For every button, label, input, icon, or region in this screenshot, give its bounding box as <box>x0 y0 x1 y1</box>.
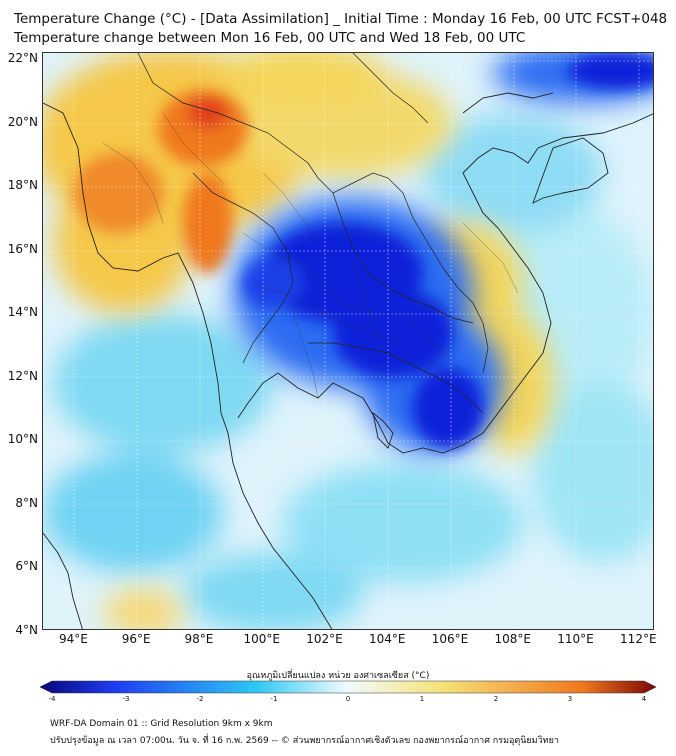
colorbar-tick: -1 <box>270 695 278 703</box>
colorbar-tick: -4 <box>48 695 56 703</box>
lat-label: 6°N <box>15 559 38 574</box>
lon-label: 110°E <box>557 632 594 646</box>
lon-label: 104°E <box>368 632 406 646</box>
colorbar-scale <box>40 680 656 694</box>
field-coldest-patches <box>243 53 653 448</box>
country-borders <box>137 53 489 414</box>
lon-label: 108°E <box>494 632 532 646</box>
lat-label: 12°N <box>7 368 38 383</box>
colorbar-tick: 3 <box>567 695 573 703</box>
lat-label: 14°N <box>7 305 38 320</box>
field-hot-patches <box>73 90 248 273</box>
colorbar-tick: -3 <box>122 695 130 703</box>
colorbar-tick: 4 <box>641 695 647 703</box>
lon-label: 98°E <box>184 632 214 646</box>
lon-label: 100°E <box>243 632 280 646</box>
map-panel <box>42 52 654 630</box>
province-borders <box>102 112 519 399</box>
lon-label: 102°E <box>306 632 343 646</box>
colorbar <box>40 680 656 694</box>
lat-label: 8°N <box>15 495 38 510</box>
footer-model-info: WRF-DA Domain 01 :: Grid Resolution 9km … <box>50 719 273 729</box>
lon-label: 96°E <box>121 632 151 646</box>
chart-title: Temperature Change (°C) - [Data Assimila… <box>14 11 668 27</box>
lat-label: 4°N <box>15 623 38 637</box>
colorbar-tick: 2 <box>493 695 499 703</box>
gridlines <box>43 53 653 629</box>
lat-label: 18°N <box>7 178 38 193</box>
lat-label: 20°N <box>7 114 38 129</box>
temperature-map <box>43 53 653 629</box>
lon-label: 94°E <box>58 632 88 646</box>
footer-credit: ปรับปรุงข้อมูล ณ เวลา 07:00น. วัน จ. ที่… <box>50 736 559 746</box>
chart-subtitle: Temperature change between Mon 16 Feb, 0… <box>14 30 526 46</box>
colorbar-tick: 1 <box>419 695 425 703</box>
lat-label: 16°N <box>7 241 38 256</box>
colorbar-title: อุณหภูมิเปลี่ยนแปลง หน่วย องศาเซลเซียส (… <box>246 671 430 681</box>
coastlines <box>43 92 653 629</box>
colorbar-tick: -2 <box>196 695 204 703</box>
lat-label: 22°N <box>7 51 38 66</box>
lon-label: 112°E <box>620 632 657 646</box>
field-cool-patches <box>43 113 653 629</box>
lat-label: 10°N <box>7 432 38 447</box>
lon-label: 106°E <box>431 632 469 646</box>
colorbar-tick: 0 <box>345 695 351 703</box>
